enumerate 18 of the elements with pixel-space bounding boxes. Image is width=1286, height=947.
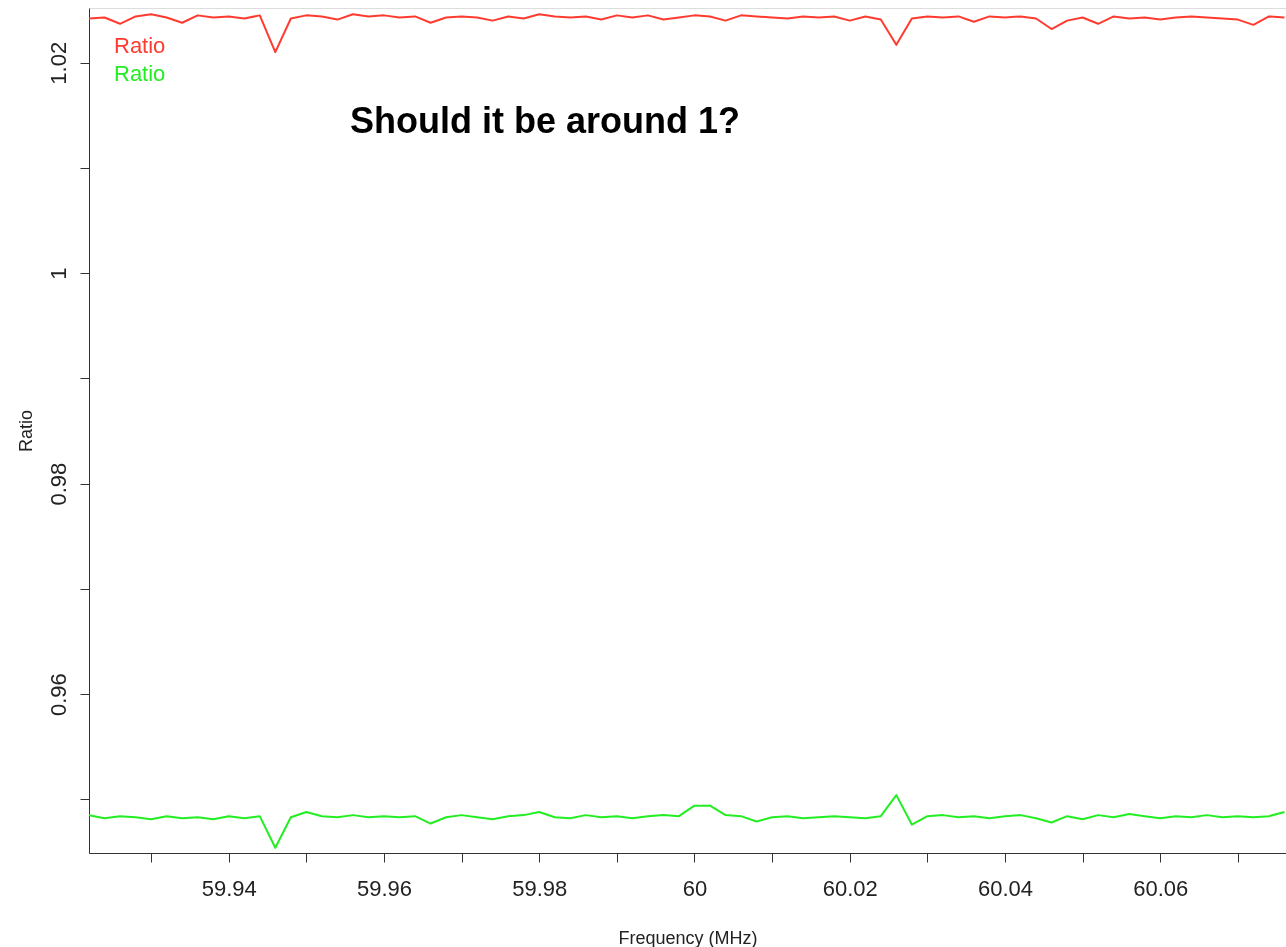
x-axis-title: Frequency (MHz) (618, 927, 758, 947)
line-series (89, 13, 1286, 54)
x-tick-label: 60.04 (977, 875, 1034, 901)
text: Ratio (114, 61, 166, 86)
y-axis-title: Ratio (15, 409, 36, 453)
y-tick-label: 1 (45, 267, 71, 280)
x-tick-label: 59.96 (356, 875, 413, 901)
x-tick-label: 60.06 (1133, 875, 1189, 901)
y-tick-label: 0.96 (45, 673, 71, 717)
x-tick-label: 59.98 (512, 875, 568, 901)
y-tick-label: 0.98 (45, 462, 71, 506)
annotation: Should it be around 1? (350, 100, 740, 141)
x-tick-label: 60.02 (822, 875, 878, 901)
x-tick-label: 60 (682, 875, 708, 901)
series-label: Ratio (114, 33, 166, 58)
x-tick-label: 59.94 (201, 875, 257, 901)
y-tick-label: 1.02 (45, 41, 71, 85)
line-series (89, 794, 1286, 849)
